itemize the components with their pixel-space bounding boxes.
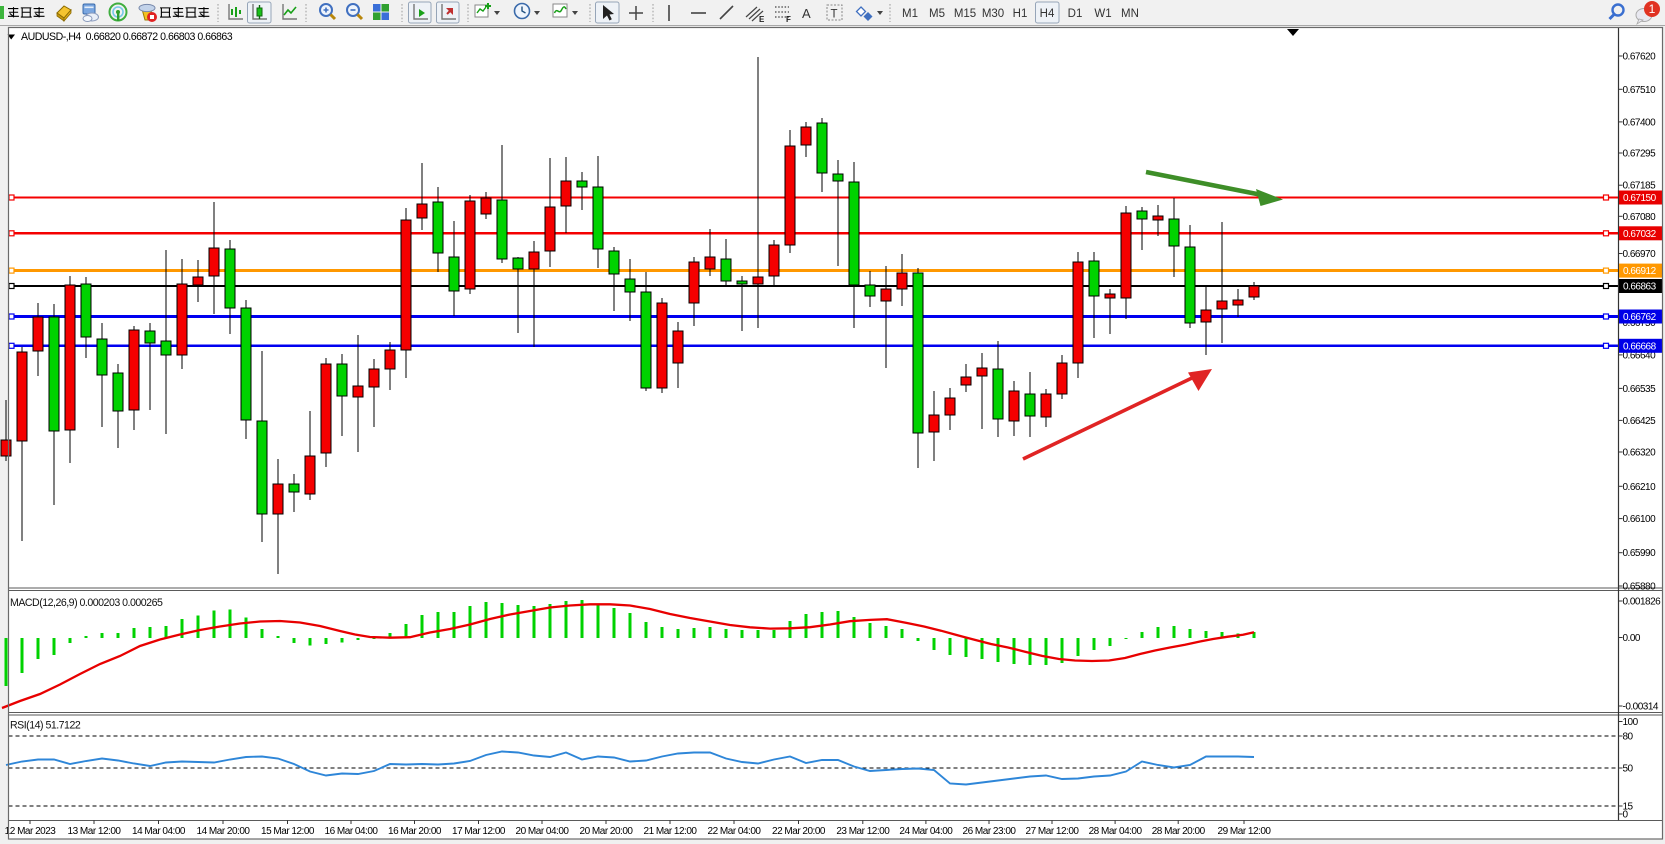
svg-text:T: T	[831, 9, 838, 21]
svg-text:28 Mar 04:00: 28 Mar 04:00	[1089, 826, 1143, 837]
svg-text:0.65990: 0.65990	[1623, 548, 1657, 559]
svg-text:20 Mar 20:00: 20 Mar 20:00	[580, 826, 634, 837]
svg-text:24 Mar 04:00: 24 Mar 04:00	[899, 826, 953, 837]
svg-text:E: E	[759, 15, 765, 24]
svg-text:23 Mar 12:00: 23 Mar 12:00	[836, 826, 890, 837]
svg-text:0.67185: 0.67185	[1623, 181, 1657, 192]
svg-text:14 Mar 20:00: 14 Mar 20:00	[197, 826, 251, 837]
svg-text:0.67620: 0.67620	[1623, 52, 1657, 63]
svg-text:0.66912: 0.66912	[1623, 266, 1657, 277]
svg-text:22 Mar 04:00: 22 Mar 04:00	[708, 826, 762, 837]
svg-text:16 Mar 04:00: 16 Mar 04:00	[325, 826, 379, 837]
svg-text:22 Mar 20:00: 22 Mar 20:00	[772, 826, 826, 837]
svg-text:0.66863: 0.66863	[1623, 282, 1657, 293]
svg-text:0.65880: 0.65880	[1623, 582, 1657, 593]
svg-text:W1: W1	[1094, 8, 1111, 20]
svg-text:20 Mar 04:00: 20 Mar 04:00	[516, 826, 570, 837]
svg-text:0.001826: 0.001826	[1623, 597, 1662, 608]
svg-text:0.66668: 0.66668	[1623, 341, 1657, 352]
svg-text:D1: D1	[1068, 8, 1083, 20]
svg-text:H1: H1	[1013, 8, 1028, 20]
svg-text:80: 80	[1623, 732, 1634, 743]
svg-text:M15: M15	[954, 8, 976, 20]
svg-text:H4: H4	[1040, 8, 1055, 20]
svg-text:MACD(12,26,9) 0.000203 0.00026: MACD(12,26,9) 0.000203 0.000265	[10, 597, 163, 609]
svg-text:14 Mar 04:00: 14 Mar 04:00	[132, 826, 186, 837]
svg-text:29 Mar 12:00: 29 Mar 12:00	[1218, 826, 1272, 837]
svg-text:28 Mar 20:00: 28 Mar 20:00	[1152, 826, 1206, 837]
svg-text:27 Mar 12:00: 27 Mar 12:00	[1026, 826, 1080, 837]
svg-text:26 Mar 23:00: 26 Mar 23:00	[963, 826, 1017, 837]
svg-text:0.66762: 0.66762	[1623, 312, 1657, 323]
svg-text:13 Mar 12:00: 13 Mar 12:00	[68, 826, 122, 837]
svg-text:M5: M5	[929, 8, 945, 20]
svg-text:MN: MN	[1121, 8, 1139, 20]
svg-text:RSI(14) 51.7122: RSI(14) 51.7122	[10, 720, 81, 732]
svg-text:0.66640: 0.66640	[1623, 350, 1657, 361]
svg-text:0.67295: 0.67295	[1623, 149, 1657, 160]
svg-text:-0.00314: -0.00314	[1623, 702, 1659, 713]
svg-text:0.66210: 0.66210	[1623, 482, 1657, 493]
svg-text:0.67400: 0.67400	[1623, 117, 1657, 128]
svg-text:0.00: 0.00	[1623, 633, 1641, 644]
svg-text:0.66535: 0.66535	[1623, 384, 1657, 395]
svg-text:0.67032: 0.67032	[1623, 229, 1657, 240]
svg-text:1: 1	[1649, 2, 1656, 16]
svg-text:0.66100: 0.66100	[1623, 514, 1657, 525]
svg-text:100: 100	[1623, 717, 1639, 728]
svg-text:15: 15	[1623, 802, 1634, 813]
svg-text:12 Mar 2023: 12 Mar 2023	[5, 826, 57, 837]
svg-text:15 Mar 12:00: 15 Mar 12:00	[261, 826, 315, 837]
svg-text:0.66425: 0.66425	[1623, 416, 1657, 427]
svg-text:17 Mar 12:00: 17 Mar 12:00	[452, 826, 506, 837]
svg-text:M30: M30	[982, 8, 1004, 20]
svg-text:M1: M1	[902, 8, 918, 20]
svg-text:0: 0	[1623, 810, 1629, 821]
svg-text:16 Mar 20:00: 16 Mar 20:00	[388, 826, 442, 837]
svg-text:0.66970: 0.66970	[1623, 249, 1657, 260]
svg-text:50: 50	[1623, 764, 1634, 775]
svg-text:A: A	[802, 6, 811, 21]
svg-text:0.67080: 0.67080	[1623, 212, 1657, 223]
svg-text:AUDUSD-,H4 0.66820 0.66872 0.: AUDUSD-,H4 0.66820 0.66872 0.66803 0.668…	[21, 31, 233, 43]
svg-text:0.67150: 0.67150	[1623, 193, 1657, 204]
svg-text:0.66320: 0.66320	[1623, 448, 1657, 459]
svg-text:0.67510: 0.67510	[1623, 85, 1657, 96]
svg-text:F: F	[786, 15, 791, 24]
svg-text:21 Mar 12:00: 21 Mar 12:00	[644, 826, 698, 837]
